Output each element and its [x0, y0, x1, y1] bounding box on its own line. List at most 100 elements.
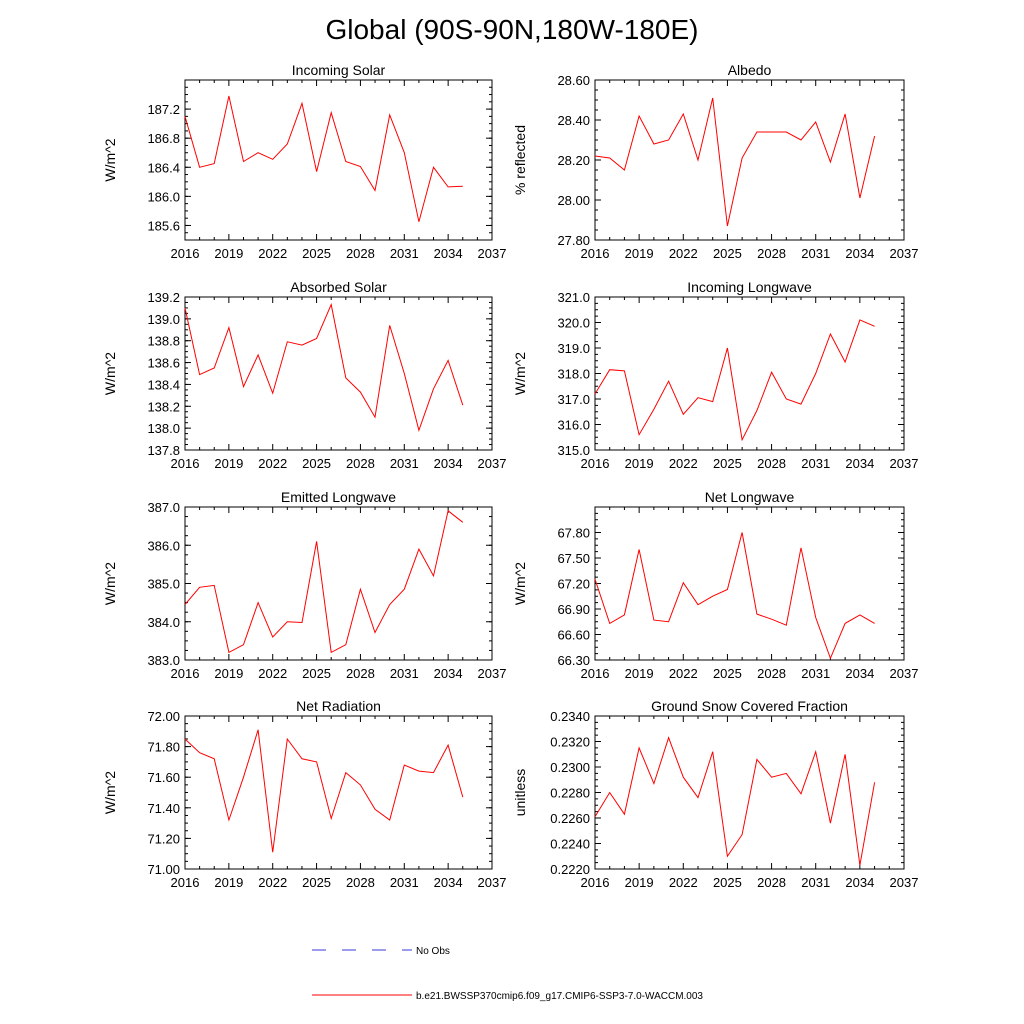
chart-panel-6: 2016 2019 2022 2025 2028 2031 2034 2037 66.30 66.… [512, 489, 918, 681]
x-tick-label: 2034 [845, 456, 874, 471]
x-tick-label: 2037 [478, 456, 507, 471]
panel-title: Net Radiation [296, 698, 381, 714]
y-tick-label: 187.2 [147, 102, 180, 117]
y-tick-label: 138.4 [147, 377, 180, 392]
legend-model-label: b.e21.BWSSP370cmip6.f09_g17.CMIP6-SSP3-7… [416, 991, 703, 1002]
y-tick-label: 72.00 [147, 709, 180, 724]
y-tick-label: 321.0 [557, 290, 590, 305]
x-tick-label: 2031 [801, 456, 830, 471]
x-tick-label: 2019 [214, 456, 243, 471]
y-tick-label: 66.90 [557, 602, 590, 617]
x-tick-label: 2019 [625, 246, 654, 261]
x-tick-label: 2037 [478, 666, 507, 681]
y-axis-label: W/m^2 [102, 771, 118, 814]
y-tick-label: 186.0 [147, 189, 180, 204]
y-tick-label: 186.4 [147, 160, 180, 175]
y-tick-label: 67.20 [557, 577, 590, 592]
plot-frame [184, 296, 493, 451]
plot-frame [184, 715, 493, 870]
x-tick-label: 2019 [625, 875, 654, 890]
x-tick-label: 2034 [434, 875, 463, 890]
y-tick-label: 186.8 [147, 131, 180, 146]
panel-title: Incoming Solar [292, 62, 386, 78]
x-tick-label: 2028 [757, 456, 786, 471]
chart-panel-4: 2016 2019 2022 2025 2028 2031 2034 2037 315.0 316… [512, 279, 918, 471]
x-tick-label: 2034 [845, 246, 874, 261]
x-tick-label: 2028 [757, 875, 786, 890]
y-axis-label: W/m^2 [102, 138, 118, 181]
x-tick-label: 2025 [713, 875, 742, 890]
y-tick-label: 315.0 [557, 443, 590, 458]
figure-title: Global (90S-90N,180W-180E) [325, 14, 699, 45]
x-tick-label: 2031 [390, 666, 419, 681]
x-tick-label: 2034 [845, 666, 874, 681]
x-tick-label: 2025 [302, 246, 331, 261]
y-tick-label: 316.0 [557, 418, 590, 433]
x-tick-label: 2031 [801, 875, 830, 890]
y-tick-label: 0.2300 [550, 760, 590, 775]
x-tick-label: 2037 [890, 666, 919, 681]
y-tick-label: 71.20 [147, 831, 180, 846]
y-tick-label: 28.40 [557, 113, 590, 128]
x-tick-label: 2022 [669, 875, 698, 890]
series-line [594, 97, 876, 227]
y-tick-label: 66.30 [557, 653, 590, 668]
x-tick-label: 2022 [669, 246, 698, 261]
x-tick-label: 2019 [214, 666, 243, 681]
x-tick-label: 2022 [258, 456, 287, 471]
x-tick-label: 2031 [801, 666, 830, 681]
y-axis-label: W/m^2 [512, 352, 528, 395]
x-tick-label: 2025 [713, 666, 742, 681]
y-axis-label: W/m^2 [512, 562, 528, 605]
y-tick-label: 185.6 [147, 218, 180, 233]
y-tick-label: 317.0 [557, 392, 590, 407]
x-tick-label: 2028 [346, 246, 375, 261]
y-tick-label: 137.8 [147, 443, 180, 458]
x-tick-label: 2025 [713, 456, 742, 471]
y-tick-label: 384.0 [147, 615, 180, 630]
x-tick-label: 2019 [625, 666, 654, 681]
x-tick-label: 2031 [390, 456, 419, 471]
x-tick-label: 2022 [258, 875, 287, 890]
plot-frame [594, 296, 905, 451]
x-tick-label: 2031 [390, 875, 419, 890]
panel-title: Net Longwave [705, 489, 795, 505]
x-tick-label: 2016 [171, 875, 200, 890]
y-tick-label: 71.80 [147, 740, 180, 755]
y-tick-label: 0.2260 [550, 811, 590, 826]
x-tick-label: 2037 [890, 246, 919, 261]
y-tick-label: 138.0 [147, 421, 180, 436]
y-tick-label: 71.60 [147, 770, 180, 785]
y-tick-label: 67.50 [557, 551, 590, 566]
y-tick-label: 71.40 [147, 801, 180, 816]
x-tick-label: 2034 [845, 875, 874, 890]
x-tick-label: 2028 [757, 666, 786, 681]
x-tick-label: 2028 [346, 875, 375, 890]
series-line [184, 95, 463, 222]
y-tick-label: 0.2280 [550, 786, 590, 801]
y-axis-label: unitless [512, 769, 528, 816]
y-tick-label: 27.80 [557, 233, 590, 248]
x-tick-label: 2019 [214, 875, 243, 890]
x-tick-label: 2037 [478, 246, 507, 261]
y-axis-label: % reflected [512, 125, 528, 195]
plot-frame [594, 506, 905, 661]
x-tick-label: 2037 [890, 875, 919, 890]
y-axis-label: W/m^2 [102, 352, 118, 395]
chart-panel-5: 2016 2019 2022 2025 2028 2031 2034 2037 383.0 384… [102, 489, 506, 681]
x-tick-label: 2022 [258, 246, 287, 261]
x-tick-label: 2025 [302, 666, 331, 681]
y-tick-label: 138.8 [147, 334, 180, 349]
x-tick-label: 2016 [581, 875, 610, 890]
x-tick-label: 2031 [801, 246, 830, 261]
y-tick-label: 385.0 [147, 577, 180, 592]
chart-panel-1: 2016 2019 2022 2025 2028 2031 2034 2037 185.6 186… [102, 62, 506, 261]
y-tick-label: 387.0 [147, 500, 180, 515]
y-tick-label: 0.2240 [550, 837, 590, 852]
y-tick-label: 139.2 [147, 290, 180, 305]
x-tick-label: 2019 [214, 246, 243, 261]
y-tick-label: 138.6 [147, 356, 180, 371]
y-tick-label: 28.60 [557, 73, 590, 88]
x-tick-label: 2034 [434, 666, 463, 681]
